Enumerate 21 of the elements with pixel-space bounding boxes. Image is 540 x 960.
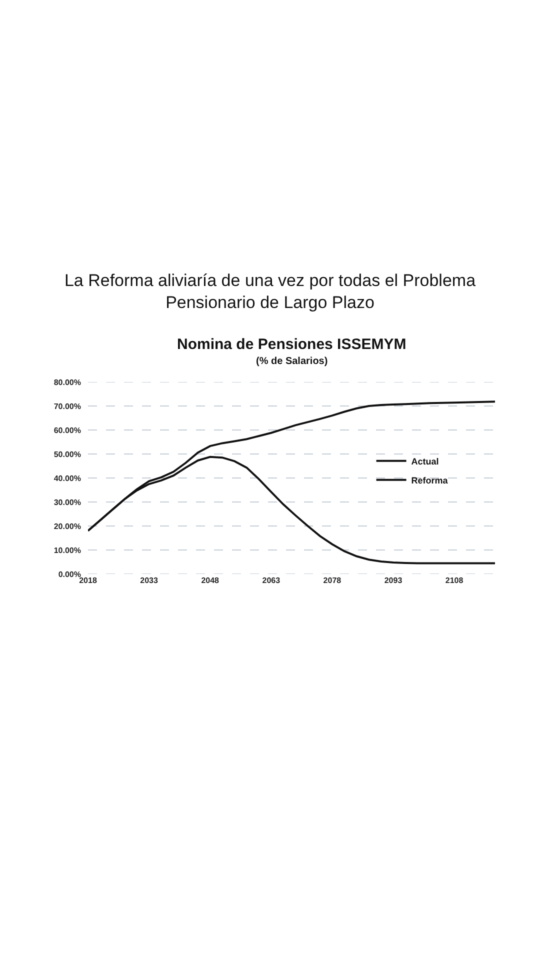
y-tick-label: 60.00%	[54, 426, 81, 435]
legend-label: Actual	[411, 456, 439, 466]
y-tick-label: 20.00%	[54, 522, 81, 531]
x-tick-label: 2063	[262, 576, 281, 585]
x-tick-label: 2018	[79, 576, 98, 585]
y-tick-label: 70.00%	[54, 402, 81, 411]
x-tick-label: 2048	[201, 576, 220, 585]
text: (% de Salarios)	[256, 356, 328, 367]
y-tick-label: 30.00%	[54, 498, 81, 507]
y-tick-label: 10.00%	[54, 546, 81, 555]
y-tick-label: 50.00%	[54, 450, 81, 459]
chart-title: La Reforma aliviaría de una vez por todas el Problema Pensionario de Largo Plazo	[64, 271, 476, 312]
x-tick-label: 2108	[445, 576, 464, 585]
y-tick-label: 80.00%	[54, 378, 81, 387]
legend-label: Reforma	[411, 475, 449, 486]
x-tick-label: 2078	[323, 576, 342, 585]
y-tick-label: 40.00%	[54, 474, 81, 483]
chart-subtitle: Nomina de Pensiones ISSEMYM	[177, 336, 406, 353]
x-tick-label: 2093	[384, 576, 403, 585]
y-tick-label: 0.00%	[58, 570, 81, 579]
x-tick-label: 2033	[140, 576, 158, 585]
